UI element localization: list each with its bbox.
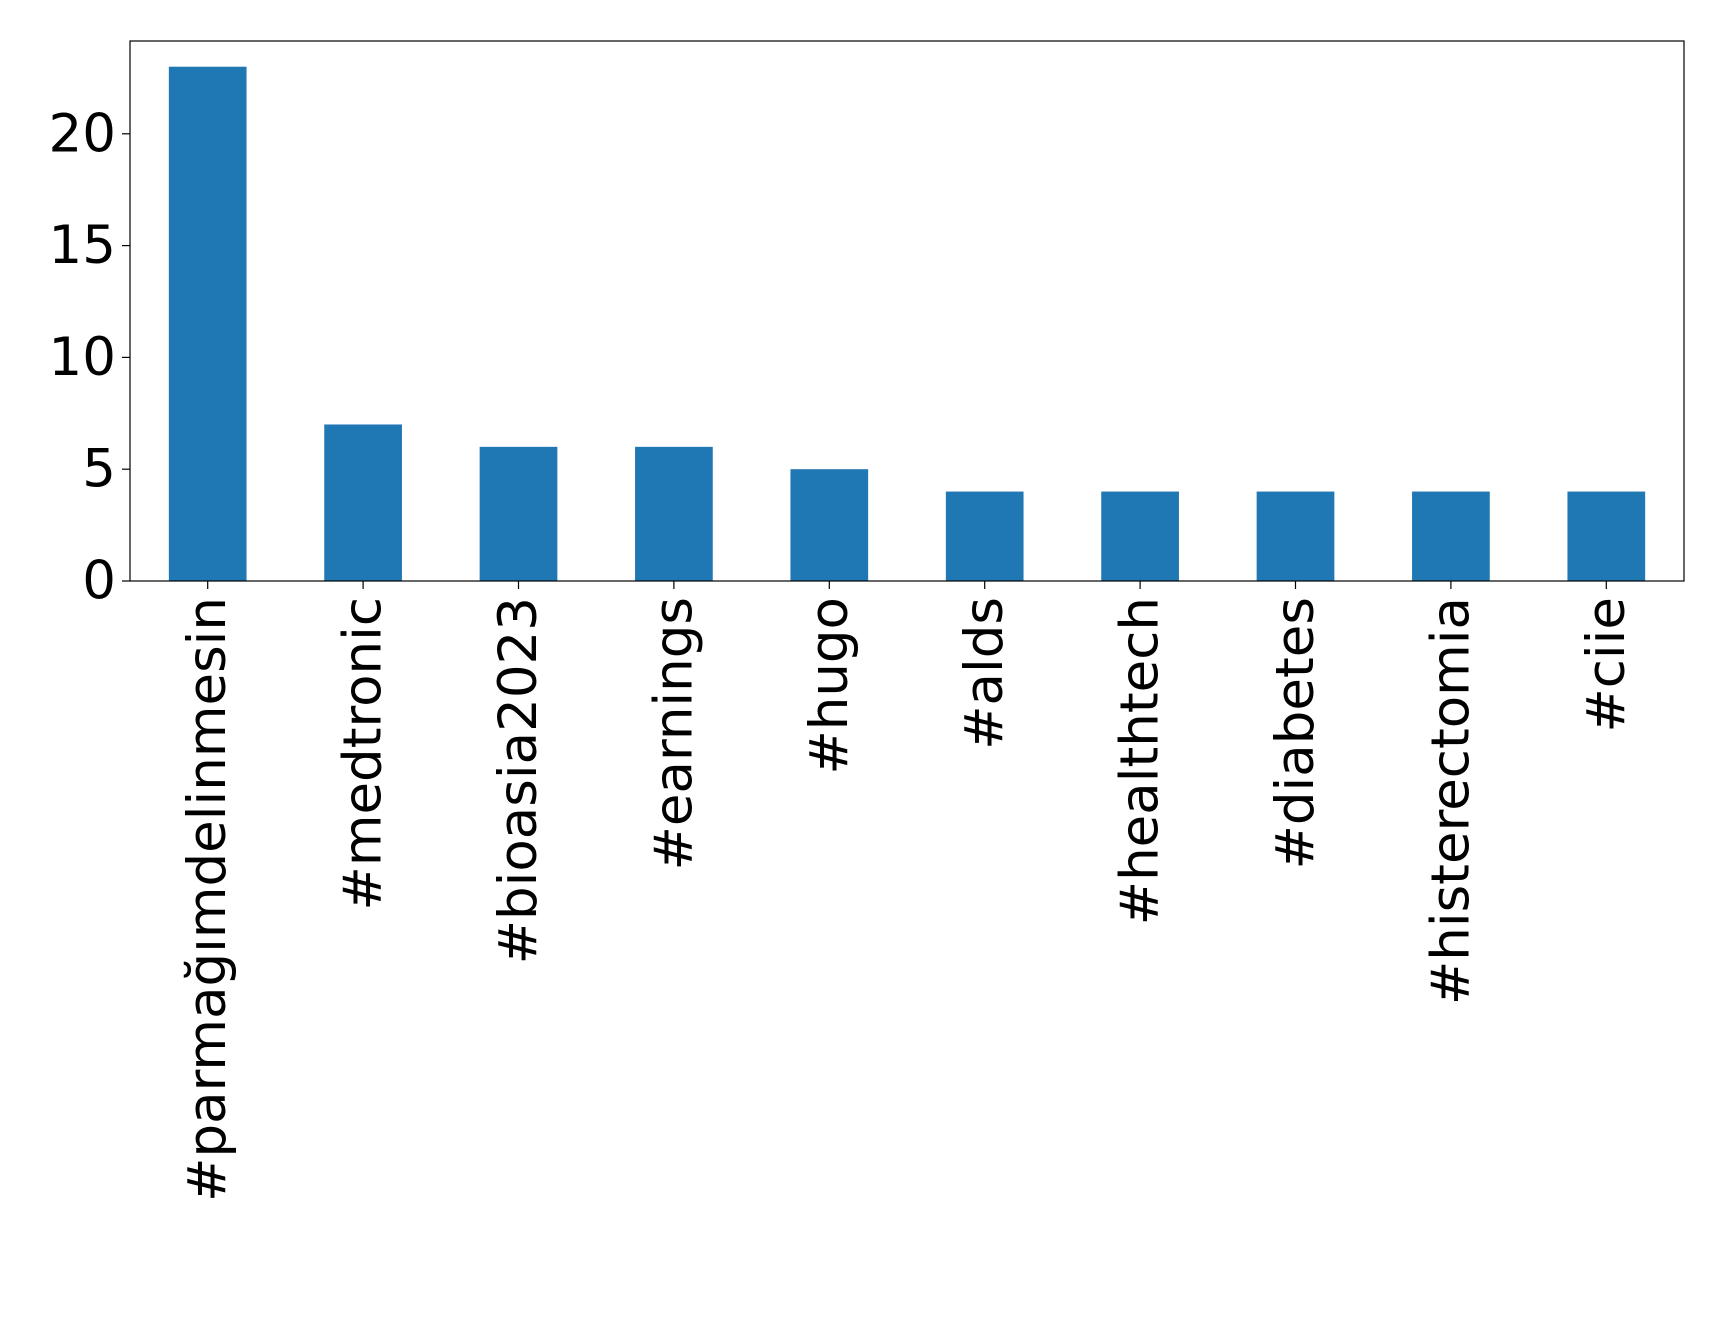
y-tick-label: 10 bbox=[49, 327, 116, 388]
bar bbox=[1256, 491, 1335, 581]
x-tick-label: #hugo bbox=[799, 597, 860, 775]
y-tick-label: 20 bbox=[49, 103, 116, 164]
x-tick-label: #ciie bbox=[1576, 597, 1637, 733]
x-tick-label: #parmağımdelinmesin bbox=[177, 597, 238, 1202]
x-tick-label: #medtronic bbox=[333, 597, 394, 911]
x-tick-label: #alds bbox=[954, 597, 1015, 750]
bar bbox=[168, 66, 247, 581]
x-tick-label: #healthtech bbox=[1110, 597, 1171, 925]
bar bbox=[790, 469, 869, 581]
x-tick-label: #earnings bbox=[643, 597, 704, 871]
y-tick-label: 5 bbox=[82, 439, 116, 500]
bar bbox=[635, 446, 713, 581]
plot-frame bbox=[129, 40, 1685, 582]
bar bbox=[945, 491, 1024, 581]
bar bbox=[1101, 491, 1179, 581]
bar bbox=[1567, 491, 1646, 581]
x-tick-label: #diabetes bbox=[1265, 597, 1326, 870]
x-tick-label: #bioasia2023 bbox=[488, 597, 549, 964]
bar bbox=[479, 446, 558, 581]
bar bbox=[324, 424, 402, 581]
x-tick-label: #histerectomia bbox=[1420, 597, 1481, 1005]
y-tick-label: 15 bbox=[49, 215, 116, 276]
y-tick-label: 0 bbox=[82, 551, 116, 612]
bar bbox=[1412, 491, 1490, 581]
